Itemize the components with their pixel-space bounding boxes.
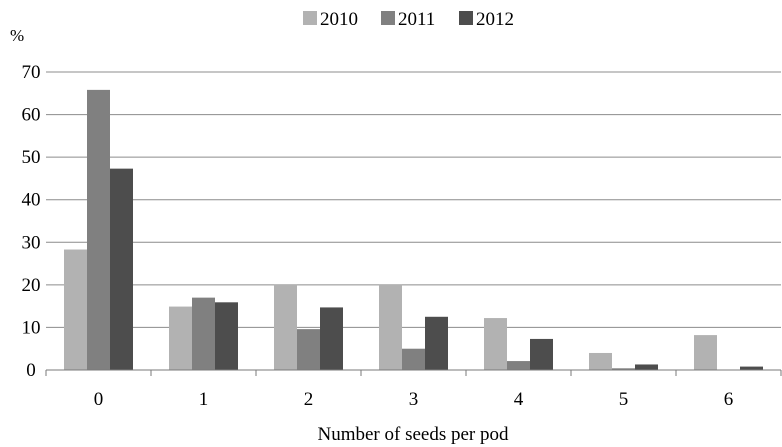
- legend-swatch-2012: [459, 11, 473, 25]
- x-tick-label: 0: [94, 389, 104, 410]
- bar-2012-1: [215, 302, 238, 370]
- y-axis-unit-label: %: [10, 26, 24, 45]
- bar-2012-2: [320, 307, 343, 370]
- x-tick-label: 3: [409, 389, 419, 410]
- bars: [64, 89, 763, 370]
- bar-2012-4: [530, 338, 553, 370]
- bar-2010-3: [379, 284, 402, 370]
- bar-2011-3: [402, 348, 425, 370]
- bar-2010-4: [484, 318, 507, 370]
- x-tick-label: 6: [724, 389, 734, 410]
- bar-2012-5: [635, 364, 658, 370]
- y-tick-label: 70: [22, 62, 41, 83]
- legend-swatch-2010: [303, 11, 317, 25]
- legend-label: 2011: [398, 9, 435, 30]
- y-tick-label: 50: [22, 147, 41, 168]
- legend-swatch-2011: [381, 11, 395, 25]
- bar-2012-6: [740, 366, 763, 370]
- bar-2010-6: [694, 335, 717, 370]
- bar-2012-0: [110, 168, 133, 370]
- legend: 2010 2011 2012: [303, 9, 514, 30]
- bar-2010-0: [64, 249, 87, 370]
- bar-2010-2: [274, 284, 297, 370]
- gridlines: [46, 71, 781, 371]
- bar-2012-3: [425, 316, 448, 370]
- bar-2011-1: [192, 297, 215, 370]
- bar-2010-1: [169, 306, 192, 370]
- legend-label: 2012: [476, 9, 514, 30]
- y-tick-label: 40: [22, 190, 41, 211]
- bar-2010-5: [589, 352, 612, 370]
- x-axis-title: Number of seeds per pod: [317, 424, 509, 445]
- y-tick-label: 10: [22, 317, 41, 338]
- y-tick-label: 20: [22, 275, 41, 296]
- y-axis-ticks: 0 10 20 30 40 50 60 70: [22, 62, 41, 381]
- legend-label: 2010: [320, 9, 358, 30]
- x-tick-label: 1: [199, 389, 209, 410]
- x-tick-label: 5: [619, 389, 629, 410]
- y-tick-label: 0: [26, 360, 36, 381]
- x-tick-label: 4: [514, 389, 524, 410]
- y-tick-label: 60: [22, 105, 41, 126]
- bar-2011-4: [507, 361, 530, 370]
- bar-2011-0: [87, 89, 110, 370]
- bar-2011-2: [297, 329, 320, 370]
- x-tick-label: 2: [304, 389, 314, 410]
- y-tick-label: 30: [22, 232, 41, 253]
- x-axis: 0 1 2 3 4 5 6: [45, 369, 782, 410]
- bar-2011-5: [612, 368, 635, 370]
